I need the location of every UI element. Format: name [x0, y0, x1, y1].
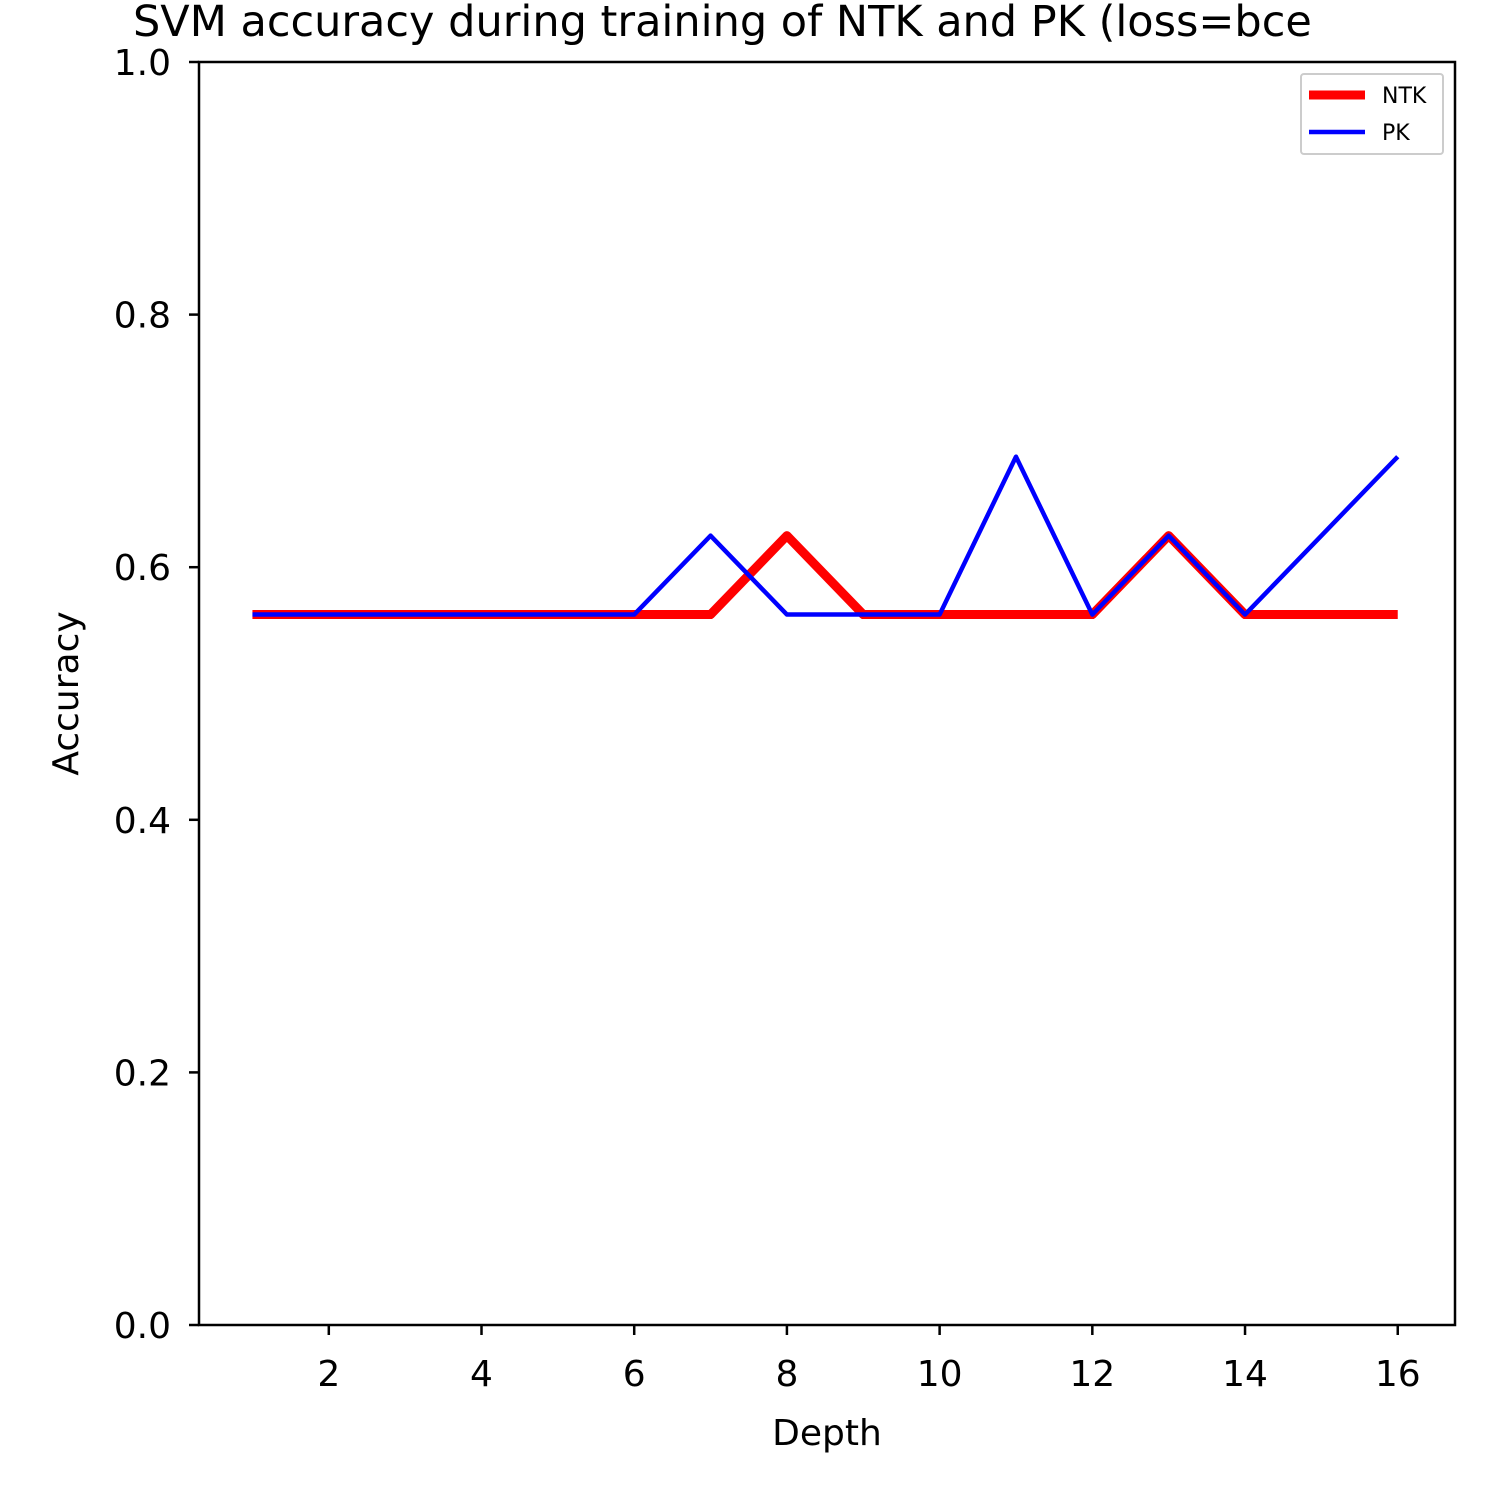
axes-layer: 2 4 6 8 10 12 14 16 0.0 0.2 0.4 0.6 0.8 1.0	[114, 43, 1457, 1395]
x-tick-label: 8	[775, 1354, 798, 1395]
y-tick-label: 1.0	[114, 43, 171, 84]
chart-title: SVM accuracy during training of NTK and …	[133, 0, 1312, 47]
x-axis-title: Depth	[772, 1413, 882, 1454]
y-axis-title: Accuracy	[46, 611, 87, 775]
axes-frame	[197, 60, 1457, 1327]
x-tick-label: 6	[623, 1354, 646, 1395]
y-tick-label: 0.6	[114, 548, 171, 589]
x-tick-label: 4	[470, 1354, 493, 1395]
legend-label-ntk: NTK	[1382, 84, 1427, 109]
y-tick-label: 0.2	[114, 1053, 171, 1094]
y-tick-label: 0.0	[114, 1306, 171, 1347]
x-tick-label: 16	[1375, 1354, 1421, 1395]
x-tick-label: 12	[1069, 1354, 1115, 1395]
legend-label-pk: PK	[1382, 121, 1410, 146]
x-tick-label: 10	[917, 1354, 963, 1395]
plot-area	[199, 62, 1455, 1325]
x-tick-label: 2	[317, 1354, 340, 1395]
series-layer	[252, 454, 1400, 620]
legend: NTK PK	[1300, 73, 1444, 155]
series-line-pk	[252, 454, 1400, 617]
x-tick-label: 14	[1222, 1354, 1268, 1395]
y-tick-label: 0.4	[114, 801, 171, 842]
y-tick-label: 0.8	[114, 296, 171, 337]
